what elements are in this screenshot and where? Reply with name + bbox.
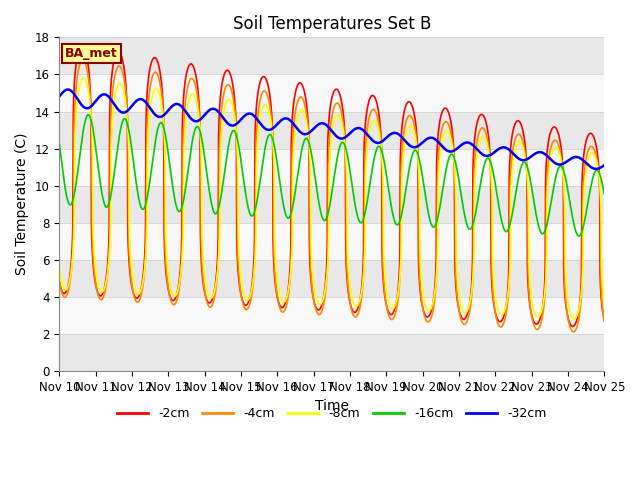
Bar	[60, 186, 604, 223]
Bar	[60, 111, 604, 149]
Legend: -2cm, -4cm, -8cm, -16cm, -32cm: -2cm, -4cm, -8cm, -16cm, -32cm	[112, 402, 552, 425]
Y-axis label: Soil Temperature (C): Soil Temperature (C)	[15, 133, 29, 276]
Bar	[60, 260, 604, 297]
Bar	[60, 149, 604, 186]
Bar	[60, 37, 604, 74]
X-axis label: Time: Time	[315, 399, 349, 413]
Bar	[60, 334, 604, 371]
Text: BA_met: BA_met	[65, 48, 118, 60]
Bar	[60, 223, 604, 260]
Bar	[60, 297, 604, 334]
Title: Soil Temperatures Set B: Soil Temperatures Set B	[232, 15, 431, 33]
Bar	[60, 74, 604, 111]
